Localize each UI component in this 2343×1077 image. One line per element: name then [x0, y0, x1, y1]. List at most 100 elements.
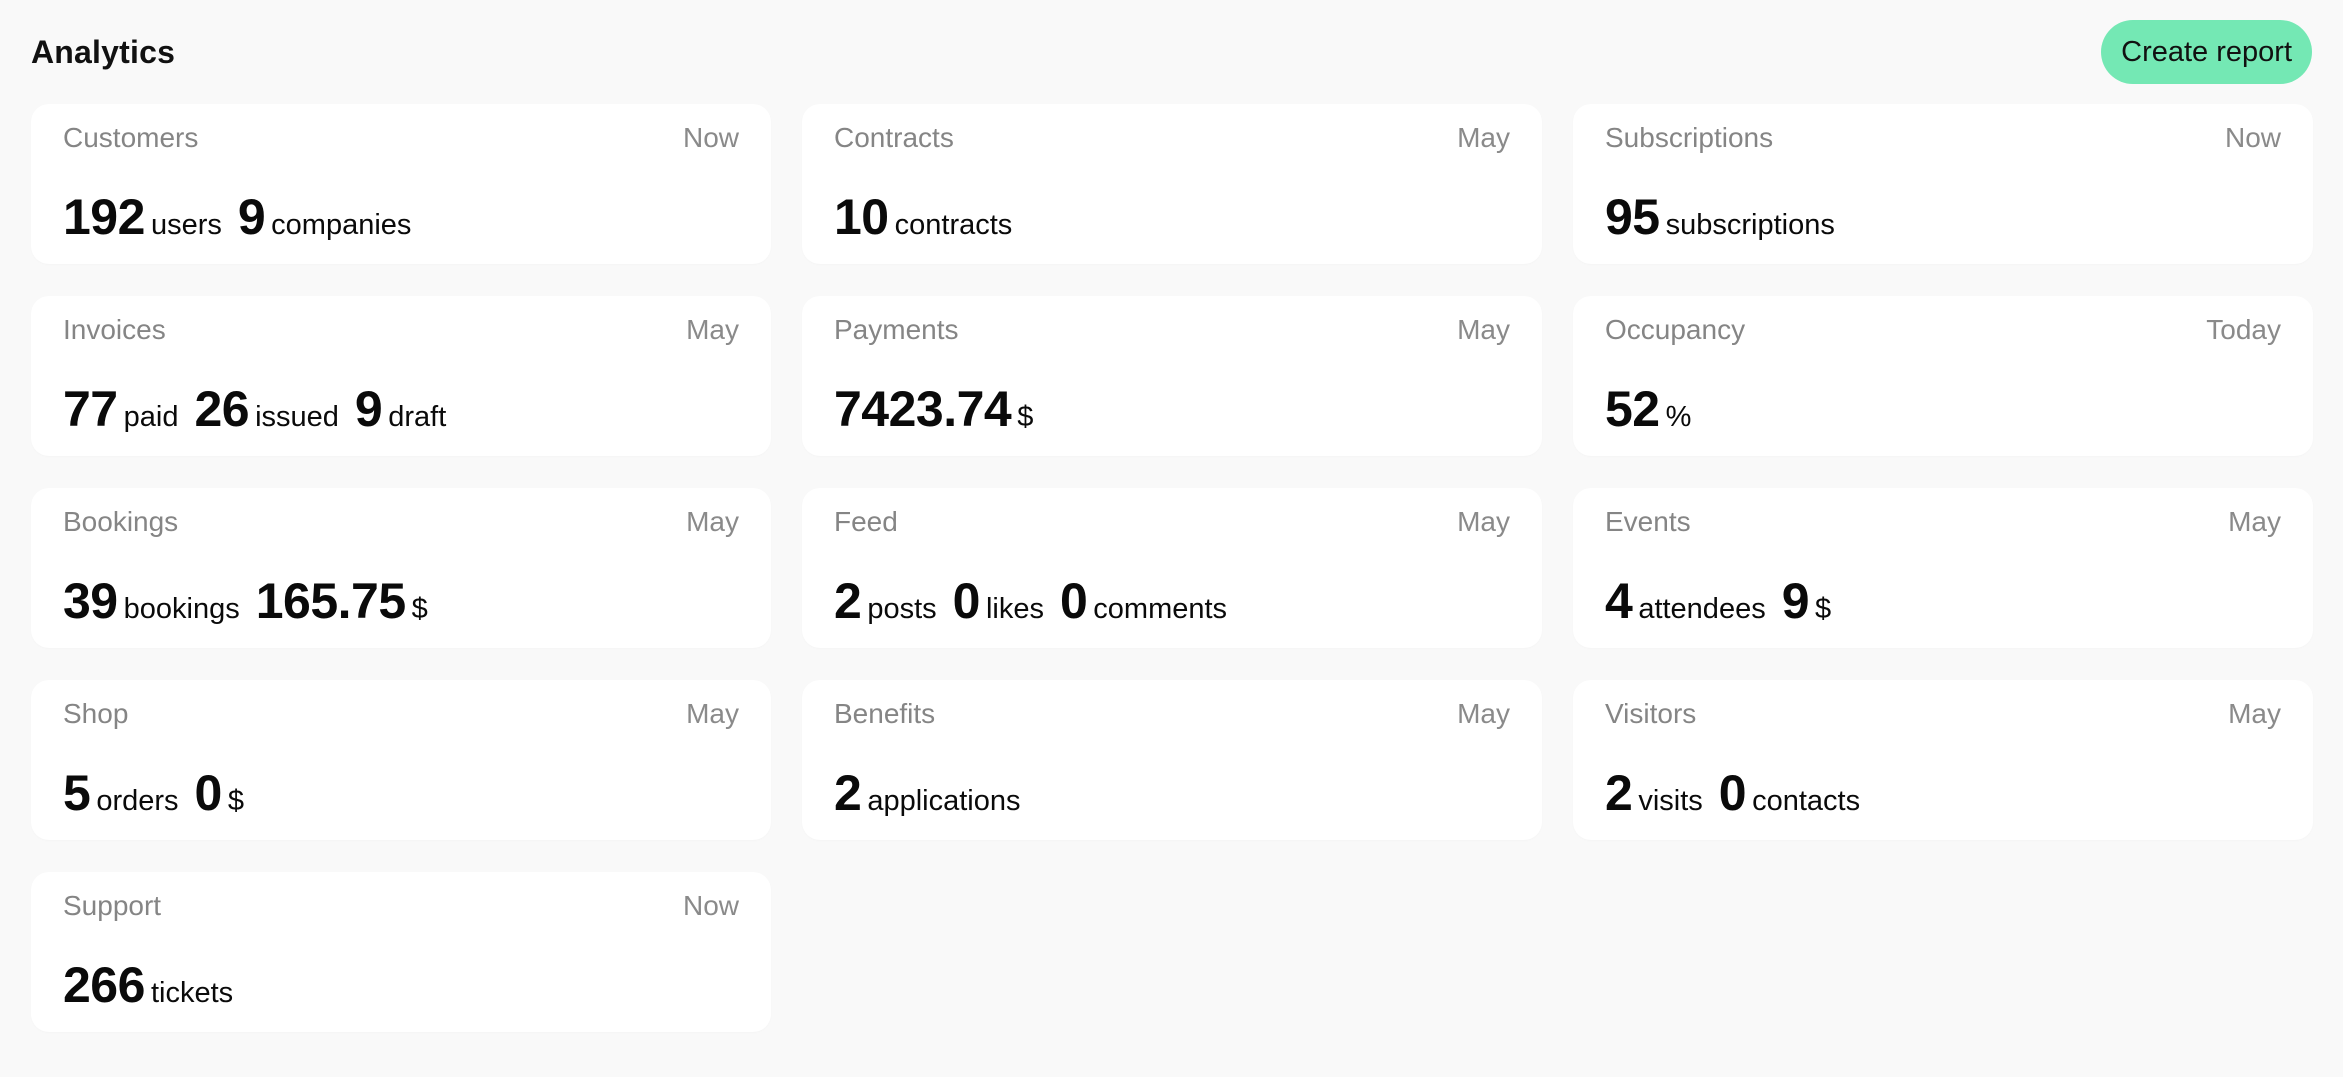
analytics-card-bookings[interactable]: Bookings May 39 bookings 165.75 $: [31, 488, 771, 648]
card-title: Invoices: [63, 314, 166, 345]
card-title: Contracts: [834, 122, 954, 153]
metric-value: 39: [63, 573, 118, 629]
metric-value: 5: [63, 765, 91, 821]
metric-unit: issued: [255, 401, 339, 433]
metric-unit: paid: [123, 401, 179, 433]
analytics-card-visitors[interactable]: Visitors May 2 visits 0 contacts: [1573, 680, 2313, 840]
analytics-card-benefits[interactable]: Benefits May 2 applications: [802, 680, 1542, 840]
metric-unit: contacts: [1752, 785, 1861, 817]
metric-unit: comments: [1093, 593, 1228, 625]
card-period: Now: [682, 890, 739, 921]
metric-value: 0: [1718, 765, 1747, 821]
metric: 165.75 $: [256, 572, 428, 630]
metric-value: 2: [1605, 765, 1633, 821]
card-period: May: [686, 314, 739, 345]
metric: 95 subscriptions: [1605, 188, 1835, 246]
metric: 5 orders: [63, 764, 179, 822]
metric-unit: %: [1665, 401, 1692, 433]
card-title: Support: [63, 890, 162, 921]
metric-value: 26: [194, 381, 250, 437]
card-header: Contracts May: [834, 122, 1510, 154]
card-header: Feed May: [834, 506, 1510, 538]
metric: 52%: [1605, 380, 1691, 438]
card-period: Today: [2206, 314, 2281, 345]
metric-unit: applications: [867, 785, 1021, 817]
metric-value: 192: [63, 189, 145, 245]
metric-unit: tickets: [150, 977, 234, 1009]
card-header: Visitors May: [1605, 698, 2281, 730]
card-header: Invoices May: [63, 314, 739, 346]
metric: 10 contracts: [834, 188, 1012, 246]
analytics-card-invoices[interactable]: Invoices May 77 paid 26 issued 9 draft: [31, 296, 771, 456]
metric: 0 $: [195, 764, 244, 822]
analytics-card-events[interactable]: Events May 4 attendees 9 $: [1573, 488, 2313, 648]
card-metrics: 5 orders 0 $: [63, 764, 260, 822]
metric: 2 posts: [834, 572, 937, 630]
card-metrics: 39 bookings 165.75 $: [63, 572, 444, 630]
metric: 0 contacts: [1719, 764, 1860, 822]
card-title: Payments: [834, 314, 959, 345]
metric-unit: orders: [96, 785, 179, 817]
metric-value: 9: [1781, 573, 1810, 629]
analytics-card-contracts[interactable]: Contracts May 10 contracts: [802, 104, 1542, 264]
analytics-card-occupancy[interactable]: Occupancy Today 52%: [1573, 296, 2313, 456]
card-header: Benefits May: [834, 698, 1510, 730]
card-period: May: [1457, 698, 1510, 729]
card-period: May: [1457, 122, 1510, 153]
create-report-button[interactable]: Create report: [2101, 20, 2312, 84]
page-title: Analytics: [31, 33, 176, 70]
metric: 2 applications: [834, 764, 1020, 822]
card-header: Customers Now: [63, 122, 739, 154]
card-period: May: [2228, 698, 2281, 729]
card-period: May: [2228, 506, 2281, 537]
card-metrics: 95 subscriptions: [1605, 188, 1851, 246]
metric-unit: $: [227, 785, 244, 817]
metric-value: 266: [63, 957, 145, 1013]
card-metrics: 266 tickets: [63, 956, 249, 1014]
card-title: Feed: [834, 506, 898, 537]
card-title: Occupancy: [1605, 314, 1746, 345]
analytics-grid: Customers Now 192 users 9 companies Contracts M…: [31, 104, 2313, 1032]
metric: 9 draft: [355, 380, 446, 438]
card-title: Events: [1605, 506, 1691, 537]
metric: 39 bookings: [63, 572, 240, 630]
card-metrics: 2 posts 0 likes 0 comments: [834, 572, 1243, 630]
analytics-card-support[interactable]: Support Now 266 tickets: [31, 872, 771, 1032]
card-metrics: 2 applications: [834, 764, 1036, 822]
card-period: May: [1457, 506, 1510, 537]
metric-unit: $: [411, 593, 428, 625]
metric-value: 0: [1059, 573, 1088, 629]
card-header: Payments May: [834, 314, 1510, 346]
metric-unit: $: [1815, 593, 1832, 625]
metric-value: 9: [354, 381, 383, 437]
metric-unit: contracts: [894, 209, 1013, 241]
metric-value: 2: [834, 765, 862, 821]
metric-value: 7423.74: [834, 381, 1012, 437]
card-title: Shop: [63, 698, 129, 729]
metric-value: 95: [1605, 189, 1660, 245]
metric: 0 comments: [1060, 572, 1227, 630]
card-header: Shop May: [63, 698, 739, 730]
analytics-card-subscriptions[interactable]: Subscriptions Now 95 subscriptions: [1573, 104, 2313, 264]
card-header: Occupancy Today: [1605, 314, 2281, 346]
metric-unit: users: [150, 209, 222, 241]
metric-unit: draft: [388, 401, 447, 433]
metric: 0 likes: [953, 572, 1044, 630]
analytics-card-feed[interactable]: Feed May 2 posts 0 likes 0 comments: [802, 488, 1542, 648]
page-header: Analytics Create report: [31, 20, 2312, 84]
analytics-card-shop[interactable]: Shop May 5 orders 0 $: [31, 680, 771, 840]
metric-value: 4: [1605, 573, 1633, 629]
card-title: Bookings: [63, 506, 179, 537]
metric-unit: visits: [1638, 785, 1703, 817]
analytics-card-payments[interactable]: Payments May 7423.74 $: [802, 296, 1542, 456]
card-period: Now: [682, 122, 739, 153]
metric-value: 10: [834, 189, 889, 245]
metric-unit: $: [1017, 401, 1034, 433]
analytics-card-customers[interactable]: Customers Now 192 users 9 companies: [31, 104, 771, 264]
card-header: Support Now: [63, 890, 739, 922]
metric-unit: companies: [271, 209, 412, 241]
card-metrics: 77 paid 26 issued 9 draft: [63, 380, 462, 438]
metric-value: 9: [237, 189, 266, 245]
card-metrics: 52%: [1605, 380, 1707, 438]
card-metrics: 4 attendees 9 $: [1605, 572, 1847, 630]
